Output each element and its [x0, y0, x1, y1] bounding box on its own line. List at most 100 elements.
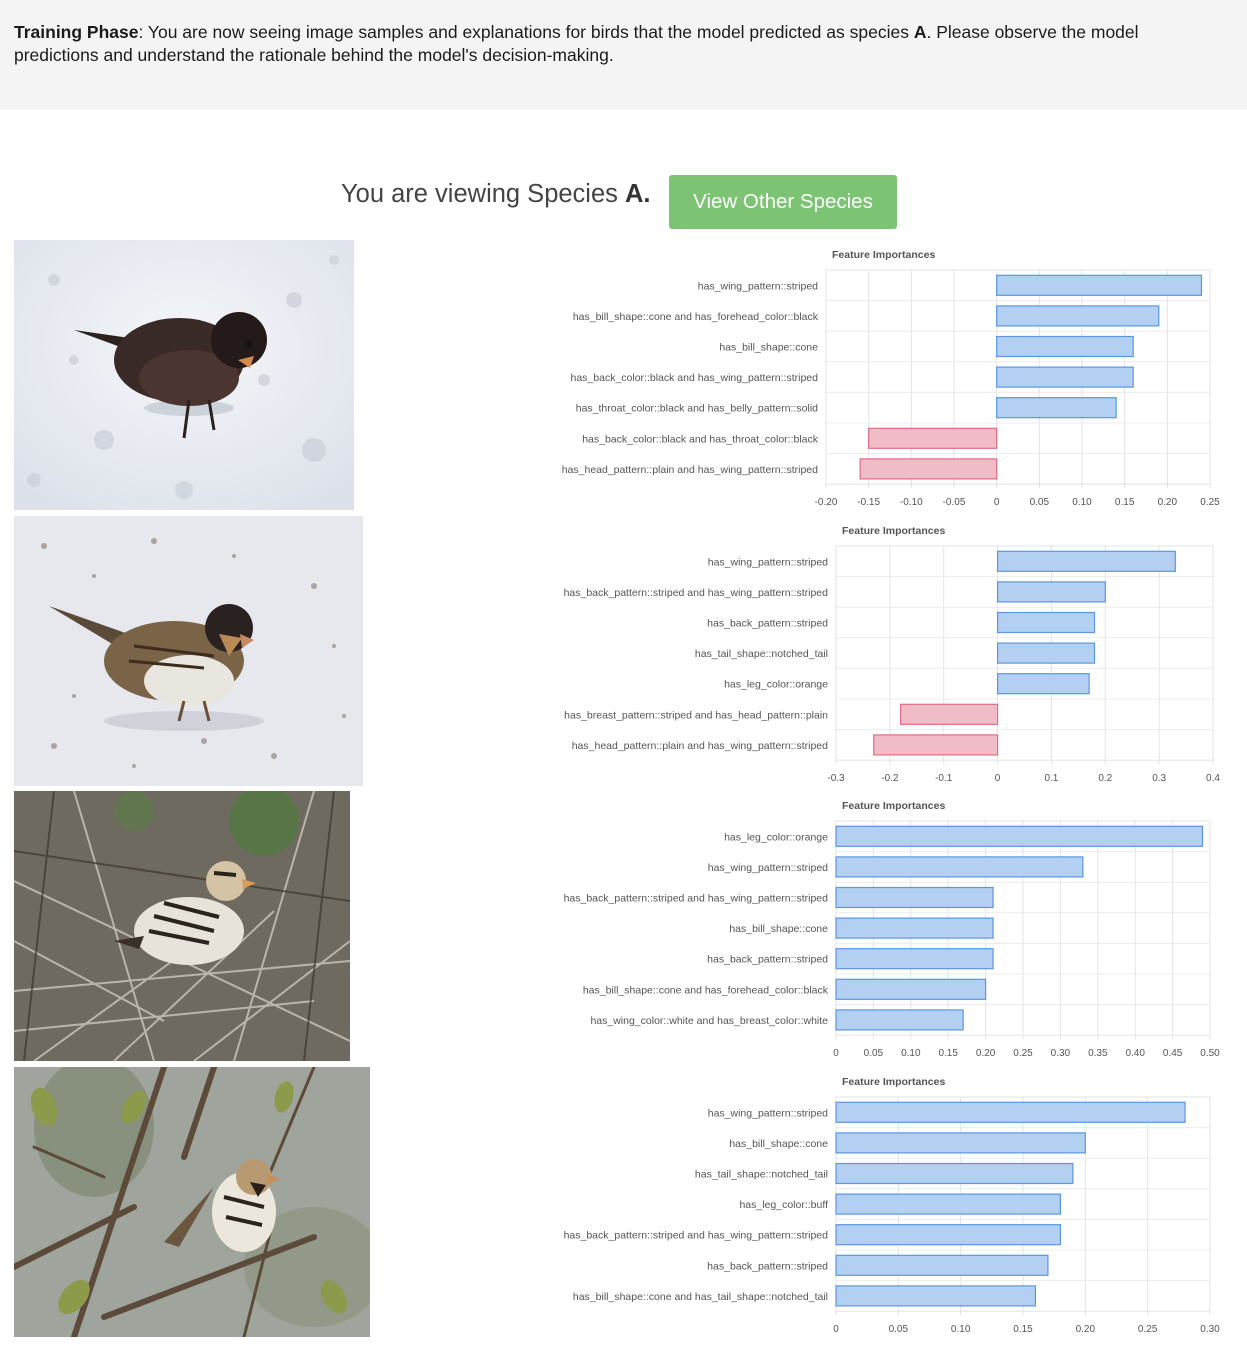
view-other-species-button[interactable]: View Other Species	[669, 175, 897, 229]
bar	[835, 1009, 964, 1031]
bar	[996, 274, 1203, 296]
chart-4-svg: Feature Importanceshas_wing_pattern::str…	[564, 1076, 1221, 1335]
x-tick-label: 0.4	[1206, 773, 1220, 784]
x-tick-label: -0.1	[935, 773, 953, 784]
feature-importance-chart-1: Feature Importances has_wing_pattern::str…	[540, 240, 1230, 516]
x-tick-label: 0.10	[1072, 497, 1092, 508]
category-label: has_head_pattern::plain and has_wing_pat…	[572, 740, 828, 752]
bar	[868, 427, 998, 449]
x-tick-label: 0.20	[1076, 1324, 1096, 1335]
category-label: has_back_pattern::striped	[707, 954, 828, 966]
x-tick-label: -0.15	[857, 497, 880, 508]
bar	[996, 673, 1090, 695]
x-tick-label: 0.30	[1200, 1324, 1220, 1335]
bar	[900, 703, 999, 725]
category-label: has_wing_pattern::striped	[708, 862, 828, 874]
category-label: has_leg_color::buff	[739, 1199, 828, 1211]
category-label: has_bill_shape::cone	[729, 923, 828, 935]
x-tick-label: -0.05	[943, 497, 966, 508]
bar	[835, 1193, 1061, 1215]
phase-label: Training Phase	[14, 22, 139, 42]
instruction-banner: Training Phase: You are now seeing image…	[0, 0, 1247, 110]
bar	[996, 550, 1176, 572]
x-tick-label: 0	[994, 497, 1000, 508]
x-tick-label: 0.05	[1030, 497, 1050, 508]
species-heading-prefix: You are viewing Species	[341, 180, 625, 208]
category-label: has_back_color::black and has_wing_patte…	[571, 372, 819, 384]
bar	[873, 734, 999, 756]
bar	[996, 581, 1106, 603]
x-tick-label: -0.2	[881, 773, 899, 784]
chart-title: Feature Importances	[842, 525, 945, 537]
x-tick-label: 0.15	[1013, 1324, 1033, 1335]
x-tick-label: 0.45	[1163, 1048, 1183, 1059]
bar	[996, 366, 1134, 388]
bar	[835, 1224, 1061, 1246]
category-label: has_wing_color::white and has_breast_col…	[590, 1015, 828, 1027]
category-label: has_back_pattern::striped and has_wing_p…	[564, 893, 829, 905]
bar	[996, 611, 1096, 634]
bar	[835, 1254, 1049, 1276]
category-label: has_bill_shape::cone	[719, 342, 818, 354]
x-tick-label: 0	[833, 1048, 839, 1059]
bar	[835, 886, 994, 909]
bar	[996, 642, 1096, 664]
x-tick-label: 0	[995, 773, 1001, 784]
bar	[835, 856, 1084, 878]
category-label: has_throat_color::black and has_belly_pa…	[576, 403, 818, 415]
category-label: has_breast_pattern::striped and has_head…	[564, 709, 828, 721]
bird-image-3	[14, 791, 350, 1061]
bar	[835, 917, 994, 939]
bar	[835, 1101, 1186, 1123]
x-tick-label: 0.2	[1098, 773, 1112, 784]
x-tick-label: 0.25	[1138, 1324, 1158, 1335]
x-tick-label: 0.3	[1152, 773, 1166, 784]
species-header: You are viewing Species A. View Other Sp…	[0, 175, 1247, 229]
category-label: has_tail_shape::notched_tail	[695, 648, 828, 660]
x-tick-label: 0.15	[1115, 497, 1135, 508]
bar	[996, 397, 1117, 419]
bar	[835, 978, 987, 1000]
bar	[859, 458, 998, 480]
bar	[835, 825, 1204, 847]
chart-3-svg: Feature Importanceshas_leg_color::orange…	[564, 800, 1221, 1059]
x-tick-label: 0.30	[1051, 1048, 1071, 1059]
chart-title: Feature Importances	[832, 249, 935, 261]
bar	[835, 1132, 1086, 1154]
x-tick-label: 0.05	[889, 1324, 909, 1335]
category-label: has_bill_shape::cone and has_forehead_co…	[583, 984, 829, 996]
category-label: has_wing_pattern::striped	[708, 1107, 828, 1119]
species-heading-letter: A.	[625, 180, 651, 208]
x-tick-label: 0	[833, 1324, 839, 1335]
category-label: has_back_pattern::striped and has_wing_p…	[564, 1230, 829, 1242]
feature-importance-chart-2: Feature Importances has_wing_pattern::str…	[540, 516, 1230, 792]
x-tick-label: 0.10	[901, 1048, 921, 1059]
category-label: has_tail_shape::notched_tail	[695, 1169, 828, 1181]
x-tick-label: -0.3	[827, 773, 845, 784]
category-label: has_back_color::black and has_throat_col…	[582, 433, 819, 445]
category-label: has_head_pattern::plain and has_wing_pat…	[562, 464, 818, 476]
chart-title: Feature Importances	[842, 1076, 945, 1088]
category-label: has_bill_shape::cone	[729, 1138, 828, 1150]
species-letter: A	[913, 22, 927, 42]
x-tick-label: 0.20	[976, 1048, 996, 1059]
category-label: has_back_pattern::striped	[707, 618, 828, 630]
x-tick-label: 0.35	[1088, 1048, 1108, 1059]
x-tick-label: 0.1	[1044, 773, 1058, 784]
x-tick-label: -0.20	[815, 497, 838, 508]
x-tick-label: 0.25	[1013, 1048, 1033, 1059]
chart-title: Feature Importances	[842, 800, 945, 812]
x-tick-label: 0.05	[864, 1048, 884, 1059]
bar	[996, 305, 1160, 327]
category-label: has_leg_color::orange	[724, 679, 828, 691]
category-label: has_back_pattern::striped	[707, 1260, 828, 1272]
category-label: has_leg_color::orange	[724, 831, 828, 843]
bird-image-2	[14, 516, 363, 786]
chart-1-svg: Feature Importanceshas_wing_pattern::str…	[562, 249, 1220, 508]
category-label: has_back_pattern::striped and has_wing_p…	[564, 587, 829, 599]
category-label: has_bill_shape::cone and has_forehead_co…	[573, 311, 819, 323]
instruction-text-part1: : You are now seeing image samples and e…	[138, 22, 914, 42]
x-tick-label: 0.40	[1125, 1048, 1145, 1059]
